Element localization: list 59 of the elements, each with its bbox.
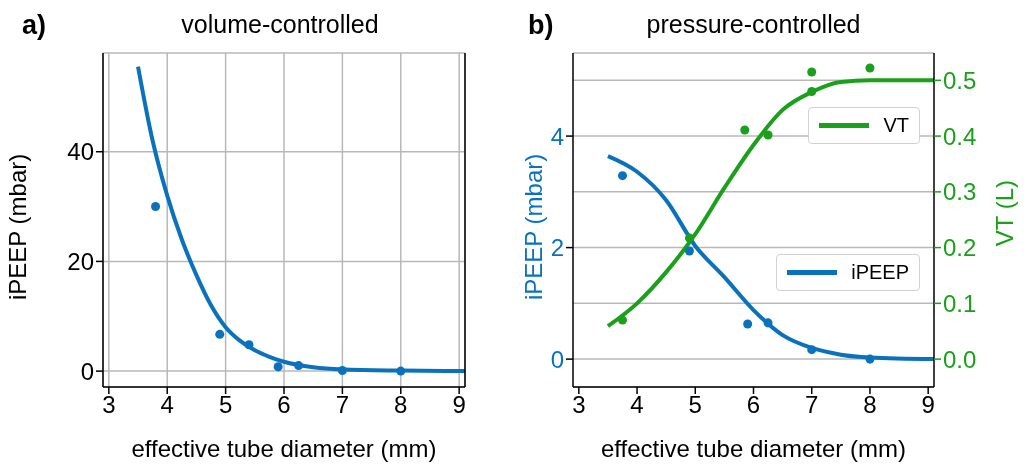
x-axis-title: effective tube diameter (mm) — [131, 435, 437, 462]
y-tick-label: 40 — [67, 138, 94, 166]
point — [807, 86, 817, 96]
y-tick-label: 2 — [550, 234, 564, 262]
point — [617, 171, 628, 181]
x-tick-label: 7 — [335, 391, 350, 419]
point — [273, 362, 283, 372]
point — [807, 67, 817, 77]
y-axis-title: iPEEP (mbar) — [519, 153, 547, 300]
x-tick-label: 3 — [102, 391, 116, 419]
x-tick-label: 4 — [630, 391, 644, 419]
chart-title: pressure-controlled — [645, 10, 862, 39]
point — [684, 246, 694, 256]
point — [151, 202, 161, 212]
x-tick-label: 9 — [452, 391, 466, 419]
x-tick-label: 5 — [218, 391, 233, 419]
y2-tick-label: 0.2 — [943, 234, 977, 262]
x-axis-title: effective tube diameter (mm) — [600, 435, 907, 462]
x-tick-label: 4 — [160, 391, 174, 419]
y2-tick-label: 0.4 — [943, 122, 977, 150]
point — [294, 361, 304, 371]
y2-tick-label: 0.3 — [943, 178, 977, 206]
x-tick-label: 8 — [863, 391, 877, 419]
point — [684, 233, 694, 243]
point — [337, 366, 347, 376]
y-tick-label: 0 — [80, 357, 94, 385]
x-tick-label: 7 — [805, 391, 819, 419]
point — [865, 354, 875, 364]
chart-title: volume-controlled — [180, 10, 380, 39]
y2-axis-title: VT (L) — [990, 180, 1018, 247]
point — [244, 340, 254, 350]
y-tick-label: 0 — [550, 345, 564, 373]
point — [763, 318, 773, 328]
y2-tick-label: 0.1 — [943, 289, 977, 317]
x-tick-label: 6 — [277, 391, 291, 419]
y-axis-title: iPEEP (mbar) — [3, 153, 31, 300]
x-tick-label: 8 — [394, 391, 408, 419]
line-series — [605, 154, 934, 362]
y2-tick-label: 0.5 — [943, 66, 977, 94]
legend-label: iPEEP — [851, 261, 909, 284]
x-tick-label: 6 — [746, 391, 761, 419]
y-tick-label: 20 — [67, 247, 94, 275]
point — [763, 130, 773, 140]
point — [807, 345, 817, 355]
point — [865, 63, 875, 73]
point — [743, 319, 753, 329]
legend-label: VT — [883, 114, 909, 137]
x-tick-label: 3 — [572, 391, 586, 419]
y-tick-label: 4 — [550, 122, 564, 150]
x-tick-label: 9 — [921, 391, 935, 419]
point — [396, 366, 406, 376]
point — [215, 329, 225, 339]
line-series — [136, 64, 465, 374]
y2-tick-label: 0.0 — [943, 345, 977, 373]
point — [740, 125, 750, 135]
text: b) — [528, 10, 554, 41]
x-tick-label: 5 — [688, 391, 702, 419]
point — [617, 315, 628, 325]
text: a) — [22, 10, 47, 41]
